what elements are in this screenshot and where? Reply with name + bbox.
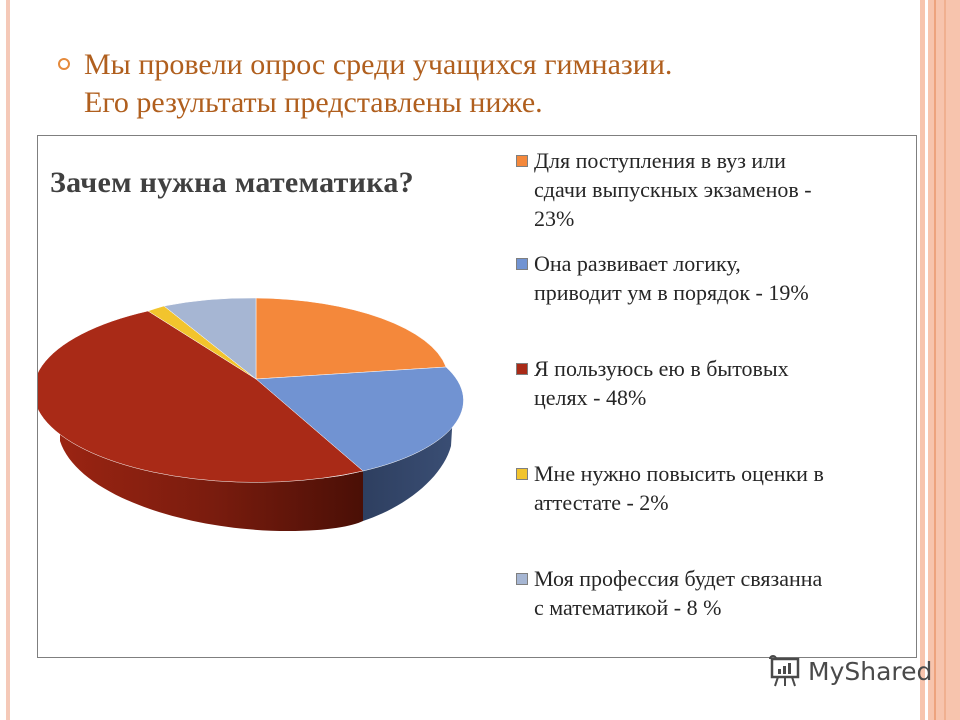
pie-side-red <box>60 396 363 531</box>
legend-item: Я пользуюсь ею в бытовых целях - 48% <box>516 354 914 412</box>
legend-swatch-yellow <box>516 468 528 480</box>
heading-line-1: Мы провели опрос среди учащихся гимназии… <box>84 48 673 81</box>
legend-item: Моя профессия будет связанна с математик… <box>516 564 914 622</box>
chart-title: Зачем нужна математика? <box>50 166 414 199</box>
slide-heading: Мы провели опрос среди учащихся гимназии… <box>84 46 672 122</box>
pie-slice-red <box>38 310 364 483</box>
slide-right-decoration <box>920 0 960 720</box>
pie-slice-orange <box>255 297 447 380</box>
legend-swatch-blue <box>516 258 528 270</box>
pie-slice-blue <box>255 366 464 472</box>
pie-chart-plot <box>38 297 464 531</box>
legend-item: Она развивает логику, приводит ум в поря… <box>516 249 914 307</box>
legend-item: Мне нужно повысить оценки в аттестате - … <box>516 459 914 517</box>
pie-slice-lightblue <box>163 297 257 380</box>
legend-swatch-lightblue <box>516 573 528 585</box>
watermark-text: MyShared <box>808 656 933 686</box>
watermark: MyShared <box>768 655 932 687</box>
presentation-board-icon <box>769 655 800 687</box>
heading-line-2: Его результаты представлены ниже. <box>84 86 543 119</box>
pie-chart: Зачем нужна математика? <box>37 135 917 658</box>
legend-swatch-red <box>516 363 528 375</box>
slide-left-border <box>6 0 10 720</box>
legend-item: Для поступления в вуз или сдачи выпускны… <box>516 146 914 233</box>
pie-side-blue <box>363 396 454 521</box>
bullet-icon <box>58 58 70 70</box>
legend-swatch-orange <box>516 155 528 167</box>
